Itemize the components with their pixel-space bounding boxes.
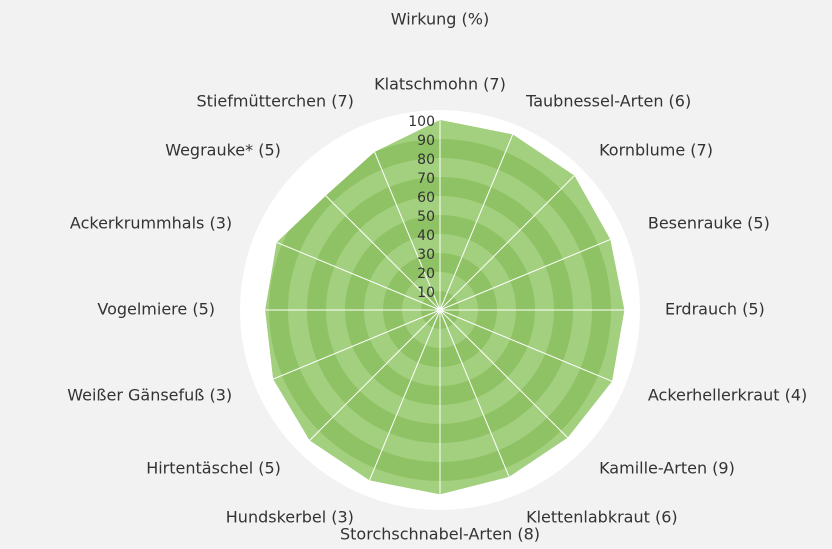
category-label: Wegrauke* (5): [165, 140, 281, 159]
category-label: Weißer Gänsefuß (3): [67, 386, 232, 405]
category-label: Ackerkrummhals (3): [70, 213, 232, 232]
r-tick-label: 40: [417, 228, 435, 244]
spoke: [305, 309, 441, 445]
spoke: [439, 175, 575, 311]
spoke: [439, 309, 575, 445]
r-tick-label: 60: [417, 190, 435, 206]
category-label: Hirtentäschel (5): [146, 459, 281, 478]
spoke: [305, 175, 441, 311]
spoke: [439, 309, 514, 486]
spoke: [366, 309, 441, 486]
category-label: Storchschnabel-Arten (8): [340, 525, 540, 544]
chart-title: Wirkung (%): [391, 10, 489, 29]
category-label: Taubnessel-Arten (6): [525, 92, 691, 111]
r-tick-label: 30: [417, 247, 435, 263]
category-label: Besenrauke (5): [648, 213, 770, 232]
category-label: Vogelmiere (5): [97, 300, 215, 319]
category-label: Klatschmohn (7): [374, 75, 506, 94]
r-tick-label: 100: [408, 114, 435, 130]
r-tick-label: 80: [417, 152, 435, 168]
spoke: [439, 134, 514, 311]
category-label: Stiefmütterchen (7): [197, 92, 354, 111]
r-tick-label: 90: [417, 133, 435, 149]
spoke: [439, 309, 616, 384]
category-label: Klettenlabkraut (6): [526, 507, 678, 526]
r-tick-label: 70: [417, 171, 435, 187]
spoke: [439, 236, 616, 311]
r-tick-label: 50: [417, 209, 435, 225]
category-label: Ackerhellerkraut (4): [648, 386, 807, 405]
r-tick-label: 20: [417, 266, 435, 282]
spoke: [264, 309, 441, 384]
category-label: Hundskerbel (3): [226, 507, 354, 526]
r-tick-label: 10: [417, 285, 435, 301]
category-label: Erdrauch (5): [665, 300, 765, 319]
spoke: [366, 134, 441, 311]
category-label: Kornblume (7): [599, 140, 713, 159]
category-label: Kamille-Arten (9): [599, 459, 735, 478]
spoke: [264, 236, 441, 311]
